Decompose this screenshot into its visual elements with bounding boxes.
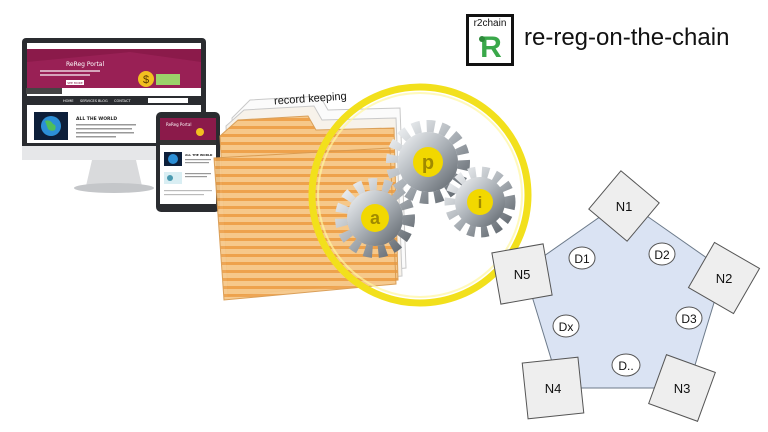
- network-diagram: N1 N2 N3 N4 N5 D1 D2 D3 D.. Dx: [491, 170, 761, 422]
- svg-text:D3: D3: [681, 312, 697, 326]
- api-folder-illustration: a p i: [213, 83, 532, 307]
- doc-d3: D3: [675, 306, 703, 330]
- monitor-menu-bar: [27, 96, 201, 105]
- monitor-portal-title: ReReg Portal: [66, 61, 104, 68]
- svg-text:SERVICES: SERVICES: [80, 99, 98, 103]
- svg-text:N5: N5: [514, 267, 531, 282]
- logo-figure-icon: R: [474, 31, 508, 61]
- node-n4: N4: [521, 356, 585, 420]
- monitor-see-more-button: [66, 80, 84, 85]
- svg-text:$: $: [143, 74, 149, 86]
- doc-d2: D2: [648, 242, 676, 266]
- svg-text:D1: D1: [574, 252, 590, 266]
- gear-p-icon: p: [386, 120, 470, 204]
- svg-text:D2: D2: [654, 248, 670, 262]
- node-n1: N1: [588, 170, 660, 242]
- dollar-icon: [138, 71, 154, 87]
- doc-dx: Dx: [552, 314, 580, 338]
- tablet-portal-title: ReReg Portal: [166, 122, 191, 127]
- svg-text:N1: N1: [616, 199, 633, 214]
- doc-d1: D1: [568, 246, 596, 270]
- svg-text:N2: N2: [716, 271, 733, 286]
- logo-caption: r2chain: [473, 18, 507, 29]
- gear-i-icon: i: [444, 166, 516, 238]
- tablet-globe-icon: [168, 154, 178, 164]
- svg-text:N3: N3: [674, 381, 691, 396]
- svg-text:BLOG: BLOG: [98, 99, 108, 103]
- svg-text:D..: D..: [618, 359, 633, 373]
- r2chain-logo: r2chain R: [466, 14, 514, 66]
- monitor-section-title: ALL THE WORLD: [76, 116, 117, 122]
- brand-title: re-reg-on-the-chain: [524, 24, 730, 51]
- svg-text:R: R: [480, 31, 502, 61]
- node-n5: N5: [491, 243, 553, 305]
- svg-text:SEE MORE: SEE MORE: [67, 81, 83, 85]
- node-n3: N3: [648, 354, 716, 422]
- highlight-ring: [308, 83, 532, 307]
- svg-text:HOME: HOME: [63, 99, 74, 103]
- svg-text:i: i: [478, 193, 483, 212]
- doc-d-dots: D..: [611, 353, 641, 377]
- svg-text:Dx: Dx: [559, 320, 574, 334]
- banknote-icon: [156, 74, 180, 85]
- tablet-section-title: ALL THE WORLD: [185, 153, 213, 157]
- svg-text:p: p: [422, 152, 434, 174]
- svg-text:a: a: [370, 208, 381, 228]
- svg-text:N4: N4: [545, 381, 562, 396]
- tablet-device: ReReg Portal ALL THE WORLD: [156, 112, 220, 212]
- svg-text:CONTACT: CONTACT: [114, 99, 131, 103]
- gear-a-icon: a: [335, 178, 415, 258]
- node-n2: N2: [687, 241, 761, 315]
